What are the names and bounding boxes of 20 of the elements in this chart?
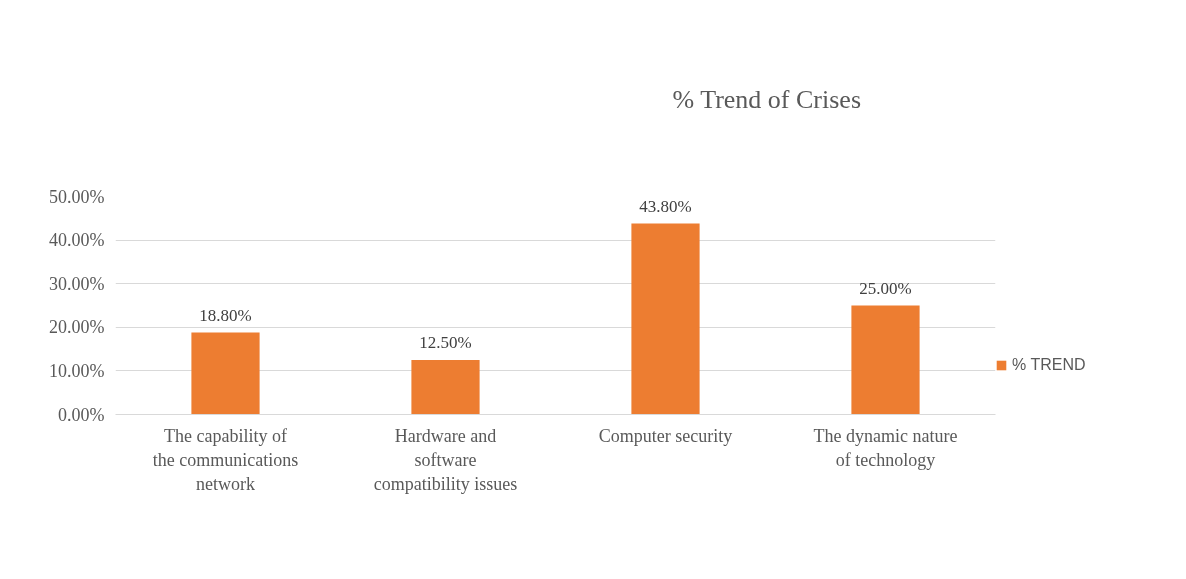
bar <box>411 360 480 415</box>
legend-label: % TREND <box>1012 356 1086 374</box>
text: 43.80% <box>639 196 692 216</box>
bar <box>851 305 920 415</box>
bar <box>631 223 700 415</box>
y-tick-label: 50.00% <box>49 186 105 207</box>
y-tick-label: 10.00% <box>49 360 105 381</box>
bar <box>191 332 260 415</box>
chart-title: % Trend of Crises <box>672 85 862 114</box>
text: 18.80% <box>199 305 252 325</box>
y-tick-label: 30.00% <box>49 273 105 294</box>
x-tick-label: Hardware and software compatibility issues <box>373 425 518 494</box>
x-tick-label: The capability of the communications network <box>152 425 299 494</box>
y-tick-label: 0.00% <box>58 404 105 425</box>
x-tick-label: The dynamic nature of technology <box>813 425 958 470</box>
text: 25.00% <box>859 278 912 298</box>
x-tick-label: Computer security <box>598 425 733 446</box>
y-tick-label: 20.00% <box>49 317 105 338</box>
y-tick-label: 40.00% <box>49 230 105 251</box>
text: 12.50% <box>419 333 472 352</box>
